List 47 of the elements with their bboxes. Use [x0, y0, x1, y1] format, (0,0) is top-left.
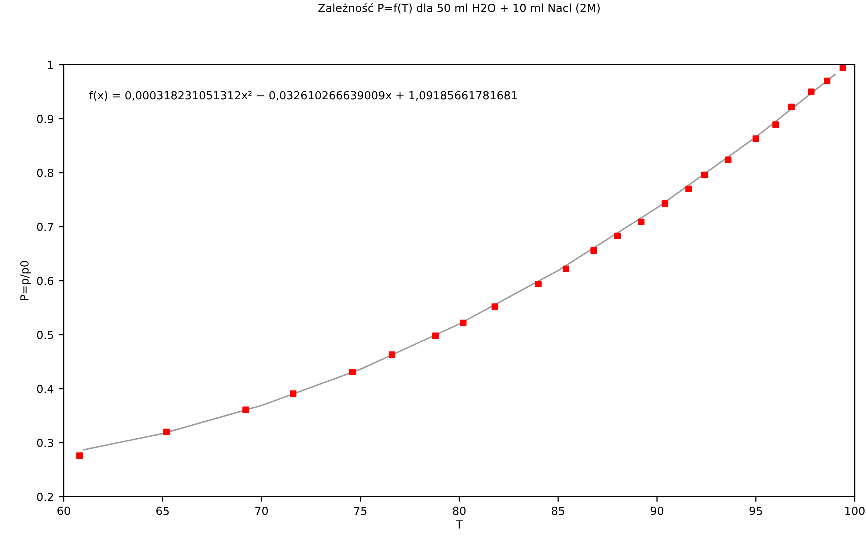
line-series [83, 74, 836, 451]
x-tick-label: 85 [552, 506, 564, 516]
point [752, 136, 760, 142]
x-tick-label: 75 [354, 507, 367, 516]
point [349, 368, 356, 376]
point [614, 232, 621, 240]
y-tick-label: 0.9 [37, 114, 54, 124]
point [562, 266, 570, 272]
x-tick-label: 100 [846, 506, 865, 516]
point [808, 88, 815, 96]
annotation: f(x) = 0,000318231051312x² − 0,032610266639009x + 1,09185661781681 [90, 91, 518, 102]
point [686, 186, 692, 192]
x-axis-title: T [456, 520, 463, 529]
point [164, 428, 170, 436]
point [460, 320, 467, 326]
point [638, 218, 645, 226]
x-tick-label: 65 [156, 506, 169, 516]
y-axis-title: P=p/p0 [20, 261, 32, 300]
point [535, 280, 542, 288]
point [290, 390, 297, 398]
y-tick-label: 0.8 [37, 168, 54, 178]
y-tick-label: 0.6 [37, 276, 54, 286]
point [824, 78, 831, 84]
y-tick-label: 0.4 [37, 384, 54, 394]
point [840, 65, 846, 72]
chart-title: Zależność P=f(T) dla 50 ml H2O + 10 ml Nacl (2M) [318, 3, 600, 14]
y-tick-label: 0.3 [37, 438, 54, 448]
point [432, 332, 440, 340]
point [662, 200, 668, 208]
y-tick-label: 1 [48, 61, 54, 70]
point [242, 406, 250, 414]
x-tick-label: 95 [750, 506, 762, 516]
point [725, 156, 732, 164]
point [590, 247, 598, 254]
x-tick-label: 70 [256, 506, 268, 516]
y-tick-label: 0.7 [37, 222, 54, 232]
y-tick-label: 0.5 [37, 330, 54, 340]
x-tick-label: 80 [453, 506, 466, 516]
point [492, 304, 498, 310]
point [772, 122, 780, 128]
y-tick-label: 0.2 [37, 492, 54, 502]
x-tick-label: 60 [58, 506, 70, 516]
point [388, 352, 396, 358]
point [701, 172, 708, 178]
point [788, 104, 796, 110]
x-tick-label: 90 [650, 506, 664, 516]
point [76, 452, 84, 460]
